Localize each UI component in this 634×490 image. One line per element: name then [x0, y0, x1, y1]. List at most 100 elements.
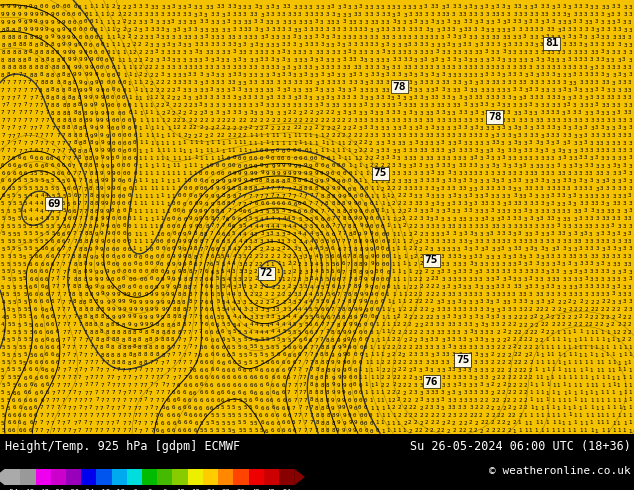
- Text: 7: 7: [150, 375, 154, 380]
- Text: 1: 1: [210, 148, 213, 153]
- Text: 6: 6: [321, 224, 325, 229]
- Text: 7: 7: [342, 224, 346, 229]
- Text: 1: 1: [129, 95, 132, 100]
- Text: 2: 2: [425, 262, 428, 267]
- Text: 3: 3: [414, 208, 418, 213]
- Text: 1: 1: [111, 42, 115, 48]
- Text: 5: 5: [238, 398, 242, 403]
- Text: 9: 9: [101, 103, 104, 108]
- Text: 7: 7: [347, 284, 351, 290]
- Text: 3: 3: [502, 163, 506, 168]
- Text: 6: 6: [24, 383, 27, 388]
- Text: 3: 3: [150, 5, 154, 10]
- Text: 5: 5: [2, 352, 6, 357]
- Text: 9: 9: [359, 209, 362, 214]
- Text: 3: 3: [463, 201, 467, 206]
- Text: 3: 3: [458, 322, 462, 327]
- Text: 3: 3: [210, 27, 214, 32]
- Text: 6: 6: [221, 329, 224, 334]
- Text: 3: 3: [562, 35, 565, 40]
- Text: 3: 3: [546, 270, 550, 275]
- Text: 7: 7: [29, 141, 32, 146]
- Text: 7: 7: [150, 405, 153, 411]
- Text: 0: 0: [243, 164, 247, 169]
- Text: 5: 5: [221, 247, 225, 252]
- Text: 3: 3: [294, 28, 297, 33]
- Text: 2: 2: [524, 307, 527, 313]
- Text: 1: 1: [382, 201, 385, 206]
- Text: 3: 3: [226, 88, 230, 93]
- Text: 3: 3: [556, 261, 560, 267]
- Text: 0: 0: [386, 262, 389, 267]
- Text: 9: 9: [232, 178, 236, 183]
- Text: 7: 7: [73, 375, 76, 380]
- Text: 9: 9: [326, 186, 329, 191]
- Text: 1: 1: [100, 27, 103, 32]
- Text: 2: 2: [514, 315, 517, 320]
- Text: 8: 8: [226, 201, 230, 206]
- Text: 9: 9: [365, 285, 368, 290]
- Text: 3: 3: [585, 261, 588, 267]
- Text: 2: 2: [562, 315, 566, 320]
- Text: 0: 0: [380, 269, 384, 274]
- Text: 8: 8: [354, 239, 357, 244]
- Text: 3: 3: [243, 58, 246, 63]
- Text: 3: 3: [292, 66, 295, 71]
- Text: 3: 3: [442, 12, 445, 17]
- Text: 2: 2: [540, 307, 543, 312]
- Text: 3: 3: [541, 194, 545, 199]
- Text: 3: 3: [194, 58, 197, 63]
- Text: 3: 3: [535, 269, 538, 274]
- Text: 7: 7: [195, 360, 198, 365]
- Text: 6: 6: [172, 398, 176, 403]
- Text: 3: 3: [463, 353, 467, 358]
- Text: 2: 2: [502, 329, 505, 334]
- Text: -12: -12: [113, 489, 126, 490]
- Text: 3: 3: [617, 216, 620, 221]
- Text: 1: 1: [107, 20, 110, 25]
- Text: 3: 3: [403, 65, 407, 70]
- Text: 1: 1: [551, 405, 555, 410]
- Text: 6: 6: [35, 376, 38, 381]
- Text: 3: 3: [463, 102, 467, 107]
- Text: 9: 9: [72, 35, 75, 40]
- Text: 4: 4: [259, 323, 263, 328]
- Text: 3: 3: [353, 20, 356, 25]
- Text: 3: 3: [215, 103, 219, 108]
- Text: 1: 1: [375, 330, 379, 335]
- Text: 3: 3: [327, 4, 330, 9]
- Text: 6: 6: [67, 171, 70, 176]
- Text: 3: 3: [249, 103, 252, 108]
- Bar: [157, 468, 172, 486]
- Text: 2: 2: [398, 413, 401, 417]
- Text: 5: 5: [221, 420, 224, 426]
- Text: 7: 7: [348, 270, 352, 274]
- Text: 3: 3: [513, 140, 517, 145]
- Text: 1: 1: [171, 171, 175, 176]
- Text: 3: 3: [189, 20, 192, 25]
- Text: 7: 7: [79, 352, 82, 358]
- Text: 8: 8: [188, 292, 191, 297]
- Text: 7: 7: [18, 102, 22, 108]
- Text: 9: 9: [194, 224, 198, 229]
- Text: 3: 3: [424, 201, 428, 206]
- Text: 3: 3: [595, 73, 598, 77]
- Text: 3: 3: [255, 315, 259, 320]
- Text: 5: 5: [18, 285, 22, 290]
- Text: 3: 3: [359, 126, 363, 131]
- Text: 1: 1: [139, 186, 143, 191]
- Text: 3: 3: [595, 87, 598, 93]
- Text: 3: 3: [596, 148, 600, 153]
- Text: 0: 0: [354, 178, 357, 184]
- Text: 3: 3: [446, 246, 450, 251]
- Text: 2: 2: [523, 337, 527, 342]
- Text: 8: 8: [327, 413, 330, 418]
- Text: 5: 5: [271, 209, 275, 214]
- Text: 3: 3: [617, 4, 621, 9]
- Text: 1: 1: [589, 361, 593, 366]
- Text: 9: 9: [12, 20, 15, 25]
- Text: 3: 3: [546, 164, 549, 169]
- Text: 6: 6: [314, 322, 318, 327]
- Text: 9: 9: [145, 300, 148, 305]
- Text: 7: 7: [304, 428, 307, 434]
